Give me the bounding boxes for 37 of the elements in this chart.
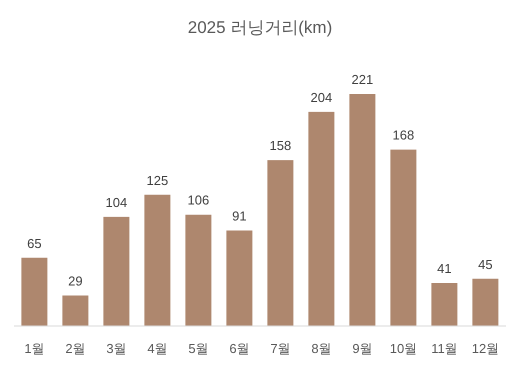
data-label: 41 bbox=[437, 260, 452, 276]
data-label: 104 bbox=[106, 194, 128, 210]
data-label: 221 bbox=[352, 72, 374, 87]
bar bbox=[308, 112, 334, 326]
x-tick-label: 2월 bbox=[65, 341, 86, 356]
bar bbox=[349, 94, 376, 326]
bar bbox=[226, 230, 252, 326]
x-tick-label: 10월 bbox=[390, 341, 418, 356]
data-label: 106 bbox=[188, 192, 210, 208]
data-label: 125 bbox=[146, 172, 168, 188]
data-label: 45 bbox=[478, 256, 493, 272]
bar bbox=[144, 194, 170, 326]
x-tick-label: 12월 bbox=[472, 341, 500, 356]
data-label: 158 bbox=[270, 138, 292, 154]
x-tick-label: 9월 bbox=[352, 341, 373, 356]
bar bbox=[431, 282, 458, 326]
bar bbox=[62, 296, 88, 326]
x-tick-label: 11월 bbox=[431, 341, 458, 356]
bar bbox=[103, 216, 130, 326]
bar bbox=[185, 214, 212, 326]
x-tick-label: 4월 bbox=[147, 341, 168, 356]
bar bbox=[267, 160, 294, 326]
chart-title: 2025 러닝거리(km) bbox=[186, 17, 334, 39]
x-tick-label: 7월 bbox=[270, 341, 291, 356]
data-label: 204 bbox=[310, 90, 332, 105]
x-tick-label: 5월 bbox=[188, 341, 209, 356]
x-tick-label: 3월 bbox=[106, 341, 127, 356]
bar bbox=[21, 258, 48, 326]
bar bbox=[472, 278, 498, 326]
x-tick-label: 1월 bbox=[24, 341, 45, 356]
data-label: 168 bbox=[392, 128, 414, 143]
data-label: 65 bbox=[27, 236, 42, 251]
x-tick-label: 6월 bbox=[229, 341, 250, 356]
data-label: 91 bbox=[232, 208, 247, 224]
x-tick-label: 8월 bbox=[311, 341, 332, 356]
data-label: 29 bbox=[68, 274, 83, 289]
bar bbox=[390, 150, 416, 326]
